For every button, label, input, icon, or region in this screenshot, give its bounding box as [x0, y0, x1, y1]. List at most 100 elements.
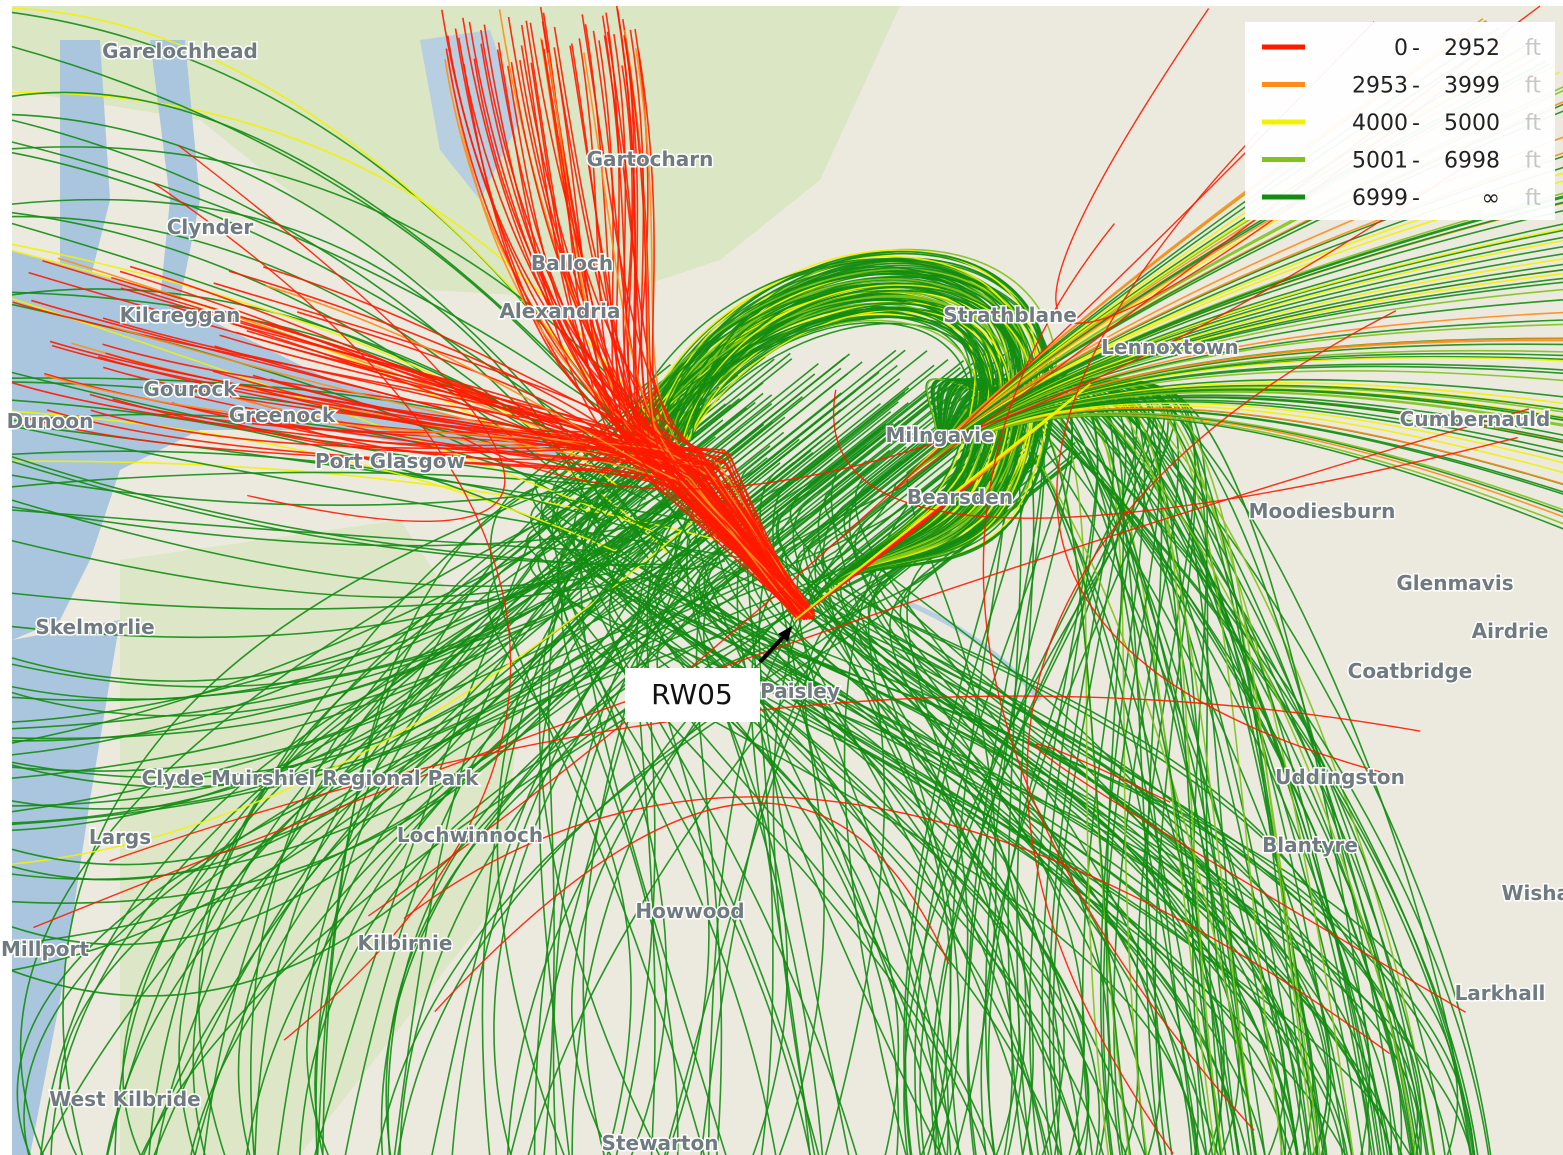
track: [894, 268, 1563, 491]
track: [1026, 310, 1397, 1155]
track: [397, 453, 1041, 1155]
place-label: Airdrie: [1472, 619, 1549, 643]
track: [11, 546, 722, 813]
track: [914, 378, 1073, 1155]
track: [707, 436, 1010, 1155]
track: [194, 311, 804, 614]
callout-label: RW05: [651, 678, 733, 711]
track: [314, 418, 681, 1155]
track: [434, 802, 950, 1013]
legend-from: 6999: [1352, 186, 1408, 211]
place-label: Balloch: [531, 251, 613, 275]
place-label: Paisley: [760, 679, 840, 703]
track: [11, 489, 604, 772]
callout-arrow: [758, 632, 788, 664]
legend-unit: ft: [1525, 149, 1541, 174]
place-label: Milngavie: [885, 423, 994, 447]
track: [651, 308, 987, 601]
arrow-head: [778, 626, 792, 642]
track: [758, 381, 956, 1155]
place-label: Port Glasgow: [315, 449, 465, 473]
track: [11, 471, 618, 489]
track: [254, 371, 880, 1155]
track: [265, 284, 806, 612]
track: [1034, 743, 1467, 1013]
legend-from: 5001: [1352, 149, 1408, 174]
track: [177, 144, 506, 522]
firth-of-clyde: [12, 250, 560, 640]
legend-dash: -: [1412, 149, 1420, 174]
track: [817, 349, 1014, 1155]
legend-dash: -: [1412, 74, 1420, 99]
track: [11, 474, 631, 506]
track: [403, 796, 1391, 1055]
track: [11, 553, 684, 742]
place-label: Skelmorlie: [35, 615, 154, 639]
track: [11, 560, 726, 610]
track: [315, 402, 773, 1155]
track: [489, 364, 705, 1155]
track: [583, 52, 798, 617]
track: [305, 445, 771, 1155]
loch-long: [60, 40, 110, 280]
place-label: Lennoxtown: [1101, 335, 1238, 359]
track: [794, 412, 1056, 621]
place-label: Dunoon: [7, 409, 94, 433]
place-label: Alexandria: [499, 299, 620, 323]
track: [112, 398, 815, 615]
track: [203, 392, 764, 1155]
place-label: Bearsden: [907, 485, 1013, 509]
track: [11, 91, 698, 513]
track: [854, 355, 1193, 1155]
river-clyde: [899, 597, 1042, 702]
track: [929, 378, 1353, 1155]
track: [11, 550, 645, 780]
track: [540, 39, 796, 615]
track: [42, 260, 803, 612]
track: [615, 421, 1347, 1155]
track: [11, 410, 615, 552]
track: [637, 51, 806, 612]
track: [462, 17, 811, 617]
legend-unit: ft: [1525, 186, 1541, 211]
track: [929, 378, 1446, 1155]
track: [11, 473, 624, 832]
track: [431, 449, 891, 1155]
track: [11, 484, 648, 744]
track: [899, 454, 1220, 1155]
callout-box: [625, 668, 760, 722]
track: [833, 389, 1518, 519]
track: [848, 359, 1163, 1155]
track: [703, 426, 1089, 1155]
track: [11, 485, 707, 997]
place-label: Stewarton: [602, 1131, 719, 1155]
place-label: Cumbernauld: [1400, 407, 1551, 431]
place-label: Howwood: [635, 899, 744, 923]
track: [103, 366, 814, 613]
place-label: Moodiesburn: [1249, 499, 1396, 523]
place-label: Gartocharn: [587, 147, 714, 171]
track: [11, 485, 674, 946]
track: [1056, 131, 1398, 778]
legend-to: 3999: [1444, 74, 1500, 99]
track: [674, 390, 1292, 1155]
place-label: Blantyre: [1262, 833, 1358, 857]
track: [772, 401, 1015, 1155]
legend-unit: ft: [1525, 74, 1541, 99]
legend-unit: ft: [1525, 111, 1541, 136]
track: [11, 493, 724, 865]
track: [867, 468, 1330, 1155]
track: [11, 198, 615, 560]
track: [11, 377, 708, 501]
legend-dash: -: [1412, 186, 1420, 211]
track: [446, 55, 813, 615]
legend-dash: -: [1412, 111, 1420, 136]
place-label: Gourock: [143, 377, 237, 401]
track: [11, 119, 650, 559]
track: [46, 409, 806, 616]
track: [570, 403, 1298, 1155]
place-label: Largs: [89, 825, 151, 849]
track: [11, 495, 687, 904]
callout: RW05: [625, 626, 792, 722]
